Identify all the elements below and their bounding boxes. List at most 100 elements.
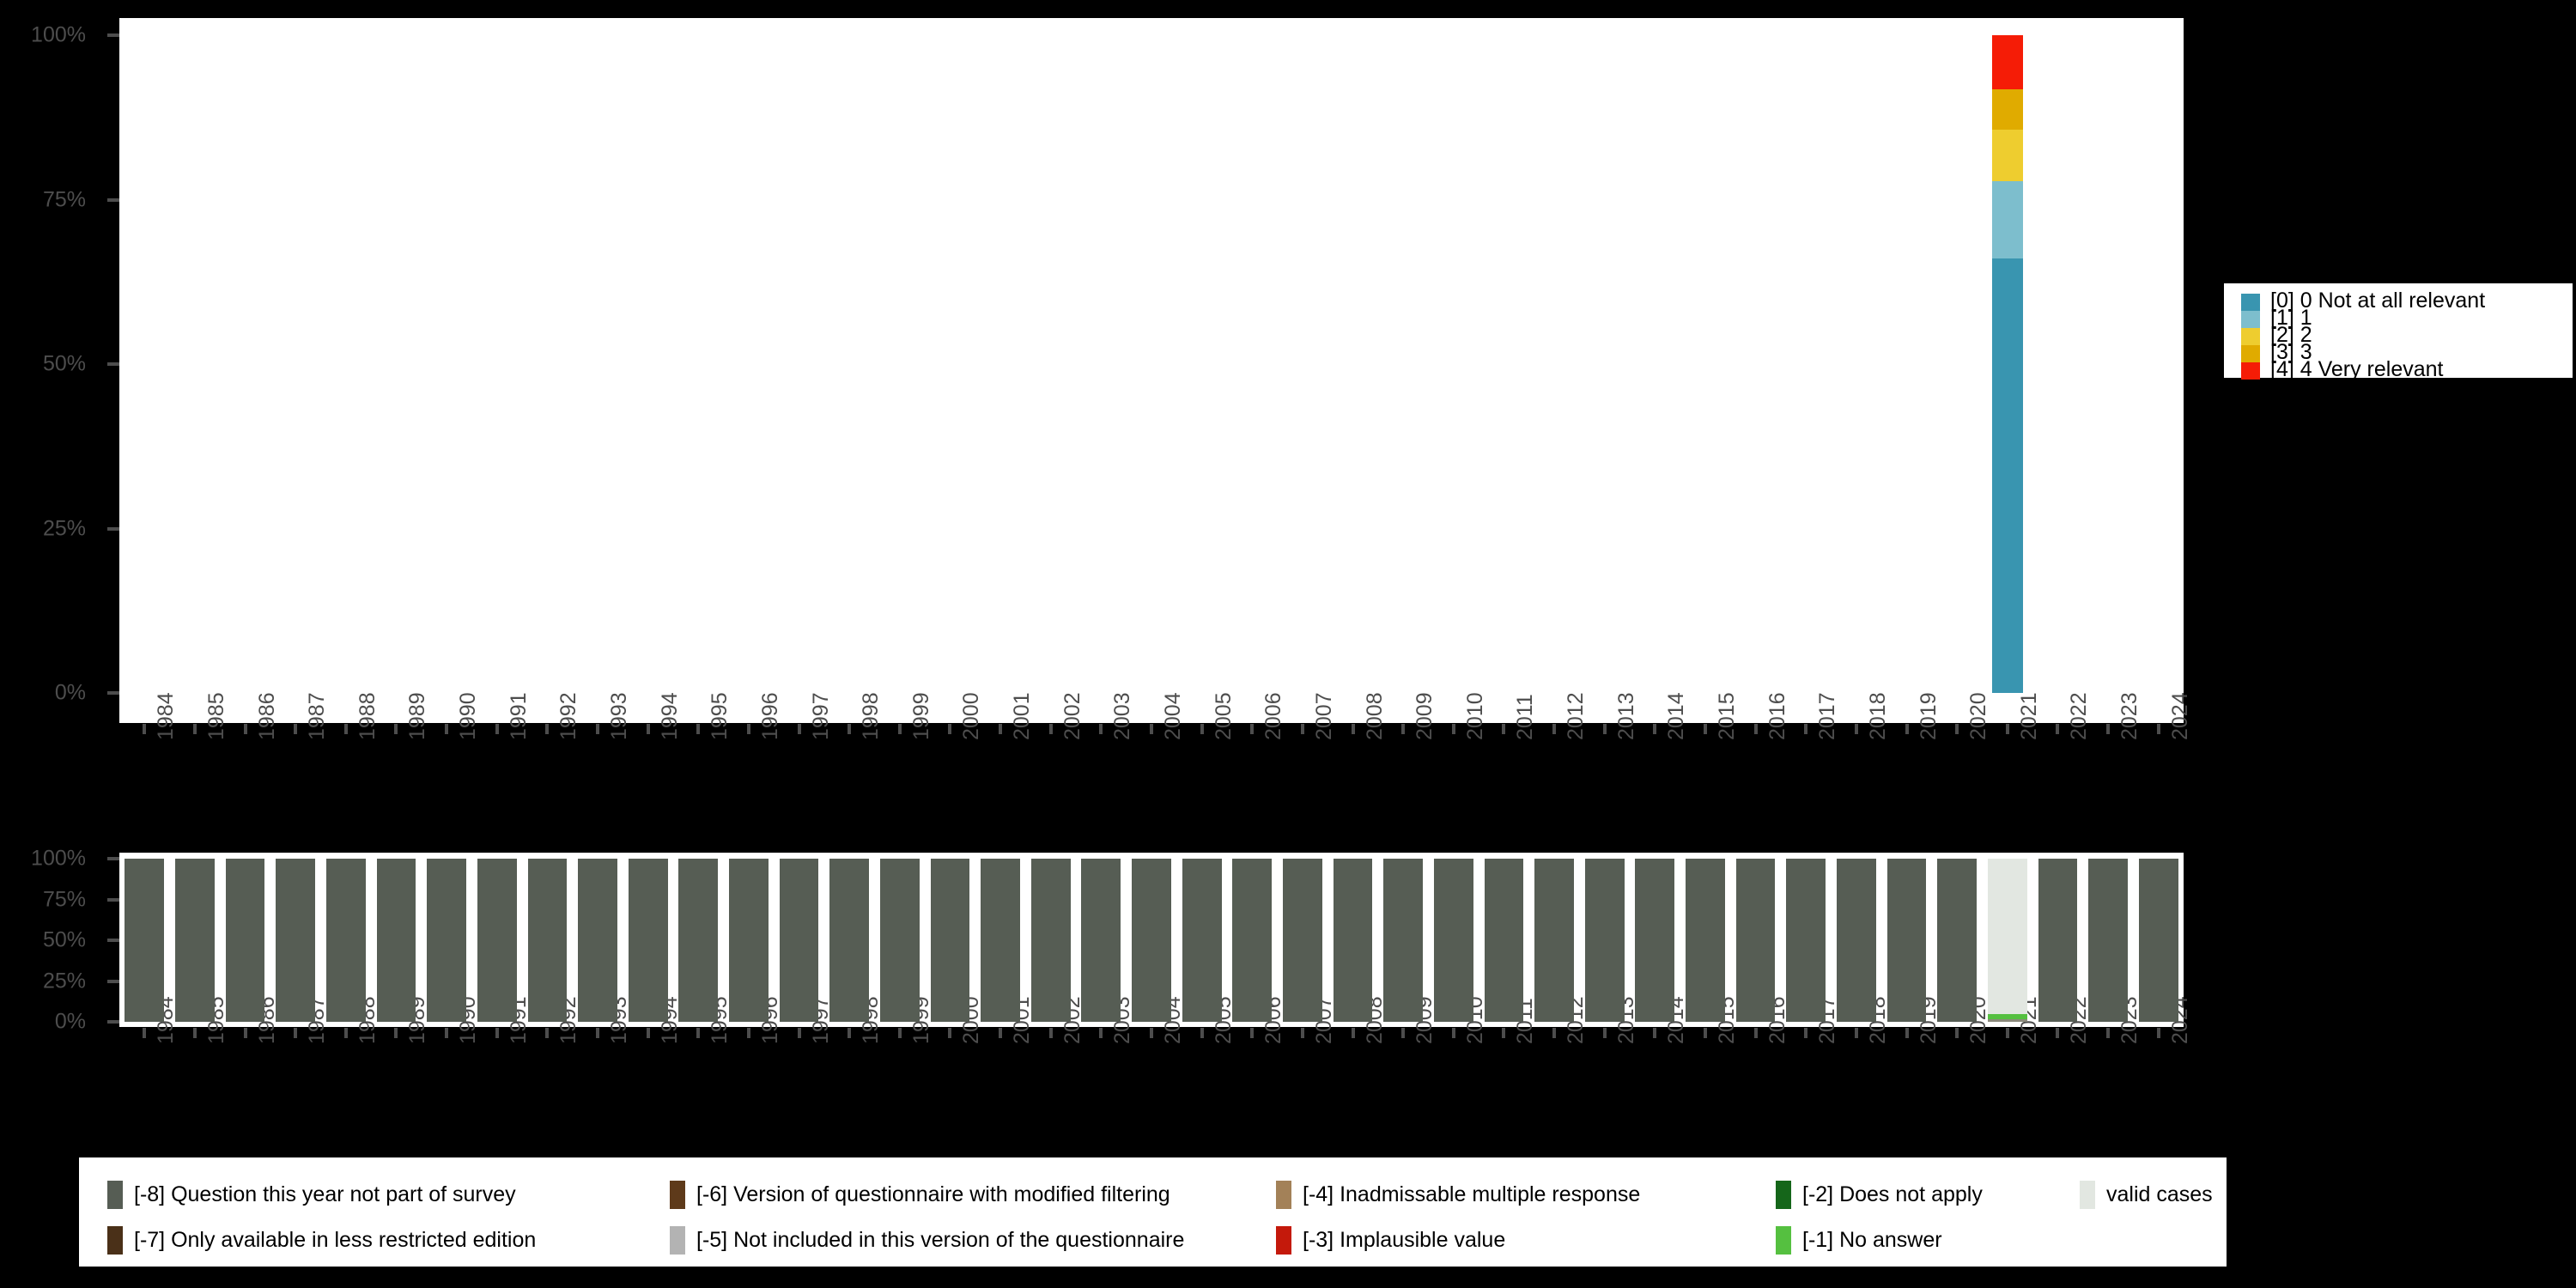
legend-label: [-4] Inadmissable multiple response <box>1303 1182 1641 1206</box>
valid-x-tick-mark <box>1753 1028 1758 1038</box>
legend-swatch <box>2241 328 2260 345</box>
valid-y-tick-label: 0% <box>54 1009 86 1034</box>
valid-bar-segment <box>729 859 769 1022</box>
valid-x-tick-mark <box>2106 1028 2111 1038</box>
main-x-tick-label: 2018 <box>1865 692 1890 740</box>
valid-bar-segment <box>678 859 719 1022</box>
legend-label: [3] 3 <box>2270 340 2312 364</box>
main-x-tick-label: 2010 <box>1462 692 1487 740</box>
main-x-tick-mark <box>2156 724 2160 734</box>
main-y-tick-mark <box>107 33 119 37</box>
valid-x-tick-mark <box>143 1028 147 1038</box>
legend-swatch <box>1776 1226 1791 1255</box>
main-x-tick-label: 1987 <box>305 692 330 740</box>
main-x-tick-label: 2013 <box>1613 692 1638 740</box>
valid-bar-segment <box>1937 859 1977 1022</box>
main-x-tick-label: 2008 <box>1362 692 1387 740</box>
valid-x-tick-mark <box>1653 1028 1657 1038</box>
valid-x-tick-mark <box>1250 1028 1255 1038</box>
main-x-tick-label: 2000 <box>959 692 984 740</box>
valid-bar-segment <box>1132 859 1171 1022</box>
valid-bar-segment <box>376 859 416 1022</box>
main-x-tick-mark <box>1703 724 1707 734</box>
valid-bar-segment <box>1686 859 1725 1022</box>
main-x-tick-label: 1986 <box>254 692 279 740</box>
legend-label: [-1] No answer <box>1802 1228 1942 1252</box>
valid-x-tick-mark <box>897 1028 902 1038</box>
valid-bar-segment <box>325 859 366 1022</box>
legend-swatch <box>107 1181 123 1209</box>
valid-x-tick-mark <box>192 1028 197 1038</box>
valid-bar-segment <box>2138 859 2178 1022</box>
valid-x-tick-mark <box>1401 1028 1406 1038</box>
valid-x-tick-mark <box>1502 1028 1506 1038</box>
valid-bar-segment <box>1484 859 1524 1022</box>
main-x-tick-label: 1996 <box>757 692 782 740</box>
valid-bar-segment <box>1232 859 1273 1022</box>
valid-bar-segment <box>1182 859 1222 1022</box>
main-x-tick-mark <box>948 724 952 734</box>
main-x-tick-mark <box>2106 724 2111 734</box>
main-x-tick-mark <box>1351 724 1355 734</box>
main-x-tick-mark <box>1150 724 1153 734</box>
main-x-tick-mark <box>596 724 600 734</box>
valid-bar-segment <box>1081 859 1121 1022</box>
main-x-tick-mark <box>1401 724 1406 734</box>
main-x-tick-label: 2016 <box>1765 692 1789 740</box>
main-chart-legend: [0] 0 Not at all relevant [1] 1 [2] 2 [3] 3… <box>2224 283 2573 380</box>
valid-y-tick-label: 50% <box>42 927 86 952</box>
valid-bar-segment <box>276 859 316 1022</box>
valid-x-tick-mark <box>646 1028 650 1038</box>
legend-label: [-3] Implausible value <box>1303 1228 1506 1252</box>
valid-bar-segment <box>578 859 617 1022</box>
valid-x-tick-mark <box>1854 1028 1858 1038</box>
main-x-tick-mark <box>1905 724 1909 734</box>
main-y-tick-mark <box>107 526 119 531</box>
main-x-tick-mark <box>897 724 902 734</box>
main-y-tick-label: 50% <box>42 351 86 376</box>
main-x-tick-label: 1988 <box>355 692 380 740</box>
main-x-tick-mark <box>848 724 852 734</box>
main-x-tick-mark <box>696 724 701 734</box>
valid-bar-segment <box>1383 859 1424 1022</box>
main-bar-segment <box>1991 258 2023 693</box>
valid-bar-segment <box>2088 859 2128 1022</box>
legend-label: [2] 2 <box>2270 323 2312 347</box>
main-bar-segment <box>1991 181 2023 259</box>
main-x-tick-mark <box>1804 724 1808 734</box>
main-x-tick-mark <box>1955 724 1959 734</box>
legend-swatch <box>2080 1181 2095 1209</box>
legend-label: [-7] Only available in less restricted e… <box>134 1228 537 1252</box>
legend-label: [-6] Version of questionnaire with modif… <box>696 1182 1170 1206</box>
valid-bar-segment <box>477 859 517 1022</box>
valid-bar-segment <box>1987 1013 2027 1020</box>
main-x-tick-label: 2002 <box>1060 692 1084 740</box>
valid-x-tick-mark <box>1300 1028 1304 1038</box>
valid-bar-segment <box>879 859 920 1022</box>
main-x-tick-mark <box>143 724 147 734</box>
main-x-tick-label: 1990 <box>456 692 481 740</box>
valid-bar-segment <box>779 859 819 1022</box>
main-x-tick-mark <box>1502 724 1506 734</box>
valid-bar-segment <box>1786 859 1826 1022</box>
main-x-tick-mark <box>1753 724 1758 734</box>
main-bar-segment <box>1991 130 2023 182</box>
main-x-tick-label: 1999 <box>908 692 933 740</box>
valid-x-tick-mark <box>1099 1028 1103 1038</box>
valid-bar-segment <box>527 859 568 1022</box>
main-y-tick-label: 100% <box>31 22 86 47</box>
legend-swatch <box>2241 345 2260 362</box>
main-x-tick-mark <box>999 724 1003 734</box>
valid-bar-segment <box>125 859 165 1022</box>
valid-bar-segment <box>175 859 215 1022</box>
valid-bar-segment <box>1886 859 1927 1022</box>
legend-label: [0] 0 Not at all relevant <box>2270 289 2486 313</box>
valid-bar-segment <box>829 859 870 1022</box>
main-x-tick-mark <box>445 724 449 734</box>
valid-x-tick-mark <box>797 1028 801 1038</box>
valid-bar-segment <box>1433 859 1473 1022</box>
valid-x-tick-mark <box>1351 1028 1355 1038</box>
legend-swatch <box>1276 1181 1291 1209</box>
valid-x-tick-mark <box>1955 1028 1959 1038</box>
main-chart-plot-area <box>119 18 2184 723</box>
